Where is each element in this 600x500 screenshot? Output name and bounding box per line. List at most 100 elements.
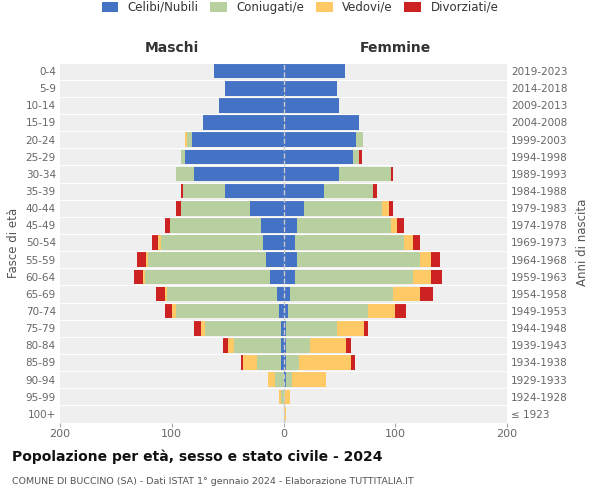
Bar [218,98,284,112]
Y-axis label: Anni di nascita: Anni di nascita [576,199,589,286]
Bar [284,64,345,78]
Bar [346,338,350,352]
Bar [187,132,192,147]
Bar [284,321,286,336]
Bar [284,270,295,284]
Bar [145,270,270,284]
Bar [337,321,364,336]
Bar [176,304,279,318]
Bar [165,286,167,301]
Bar [297,252,420,267]
Bar [270,270,284,284]
Bar [286,321,337,336]
Bar [203,115,284,130]
Bar [176,166,194,181]
Bar [185,132,187,147]
Bar [393,286,420,301]
Bar [295,270,413,284]
Bar [192,132,284,147]
Bar [284,390,290,404]
Bar [353,150,359,164]
Bar [250,201,284,216]
Bar [281,355,284,370]
Bar [275,372,284,387]
Bar [165,304,172,318]
Bar [148,252,266,267]
Bar [214,64,284,78]
Bar [158,235,161,250]
Bar [266,252,284,267]
Bar [391,218,397,232]
Bar [201,321,205,336]
Bar [284,286,290,301]
Bar [284,218,297,232]
Bar [170,218,261,232]
Bar [304,201,382,216]
Bar [235,338,281,352]
Bar [373,184,377,198]
Bar [364,321,368,336]
Text: Popolazione per età, sesso e stato civile - 2024: Popolazione per età, sesso e stato civil… [12,450,383,464]
Bar [284,252,297,267]
Text: Femmine: Femmine [359,42,431,56]
Bar [284,132,356,147]
Bar [324,184,373,198]
Bar [286,338,310,352]
Bar [284,338,286,352]
Bar [340,166,391,181]
Bar [223,338,227,352]
Text: Maschi: Maschi [145,42,199,56]
Bar [143,270,145,284]
Bar [286,355,299,370]
Bar [268,372,275,387]
Bar [243,355,257,370]
Bar [156,286,165,301]
Bar [389,201,393,216]
Bar [241,355,243,370]
Bar [413,270,431,284]
Legend: Celibi/Nubili, Coniugati/e, Vedovi/e, Divorziati/e: Celibi/Nubili, Coniugati/e, Vedovi/e, Di… [101,1,499,14]
Bar [137,252,146,267]
Bar [284,166,340,181]
Bar [413,235,420,250]
Bar [205,321,281,336]
Bar [284,184,324,198]
Bar [152,235,158,250]
Bar [404,235,413,250]
Bar [431,252,440,267]
Bar [281,338,284,352]
Bar [194,166,284,181]
Bar [146,252,148,267]
Bar [284,150,353,164]
Bar [257,355,281,370]
Bar [368,304,395,318]
Bar [310,338,346,352]
Bar [286,372,292,387]
Bar [279,390,281,404]
Bar [226,184,284,198]
Bar [185,150,284,164]
Bar [167,286,277,301]
Bar [299,355,350,370]
Bar [261,218,284,232]
Bar [134,270,143,284]
Bar [277,286,284,301]
Bar [395,304,406,318]
Bar [227,338,235,352]
Bar [281,390,284,404]
Bar [172,304,176,318]
Bar [176,201,181,216]
Bar [284,355,286,370]
Bar [194,321,201,336]
Bar [281,321,284,336]
Bar [181,150,185,164]
Bar [181,184,183,198]
Y-axis label: Fasce di età: Fasce di età [7,208,20,278]
Bar [183,184,226,198]
Bar [226,81,284,96]
Bar [161,235,263,250]
Bar [284,235,295,250]
Text: COMUNE DI BUCCINO (SA) - Dati ISTAT 1° gennaio 2024 - Elaborazione TUTTITALIA.IT: COMUNE DI BUCCINO (SA) - Dati ISTAT 1° g… [12,478,414,486]
Bar [292,372,326,387]
Bar [297,218,391,232]
